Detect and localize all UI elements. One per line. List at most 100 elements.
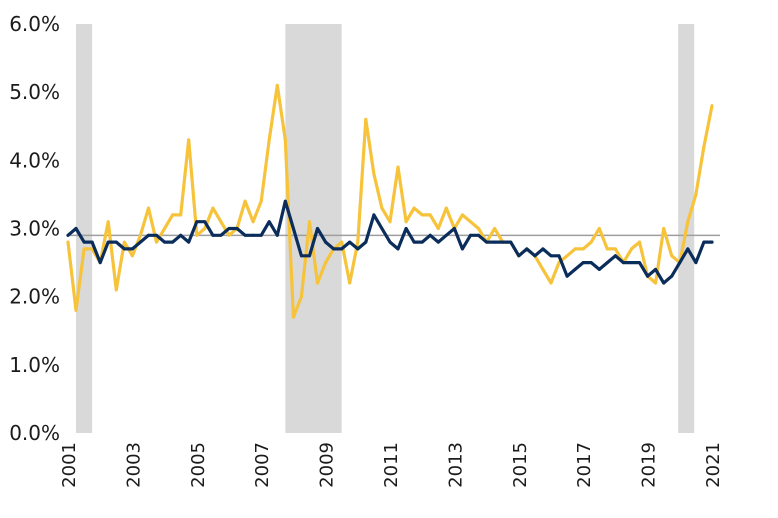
series-2-point [275, 233, 279, 237]
series-1-point [460, 213, 464, 217]
series-2-point [348, 240, 352, 244]
series-1-point [308, 220, 311, 224]
series-2-point [662, 281, 666, 285]
recession-band-1 [76, 24, 93, 433]
series-2-point [420, 240, 424, 244]
y-tick-label: 4.0% [9, 148, 60, 172]
series-2-point [694, 261, 698, 265]
series-2-point [147, 233, 150, 237]
series-1 [66, 83, 714, 319]
series-2-point [605, 261, 609, 265]
series-2-point [501, 240, 505, 244]
recession-shading [76, 24, 695, 433]
series-2-point [654, 267, 658, 271]
series-2-point [686, 247, 690, 251]
series-2-point [525, 247, 529, 251]
series-1-point [710, 104, 714, 108]
series-2-point [179, 233, 183, 237]
series-1-point [171, 213, 175, 217]
series-2-point [66, 233, 70, 237]
series-2-point [581, 261, 585, 265]
x-tick-label: 2003 [123, 442, 144, 488]
series-2-point [533, 254, 537, 258]
series-2-point [114, 240, 118, 244]
series-2-point [412, 240, 416, 244]
y-tick-label: 2.0% [9, 285, 60, 309]
series-1-point [299, 295, 303, 299]
series-1-point [259, 199, 263, 203]
series-2-point [452, 227, 456, 230]
series-2-point [98, 261, 102, 265]
y-axis-ticks: 0.0% 1.0% 2.0% 3.0% 4.0% 5.0% 6.0% [9, 12, 60, 445]
series-1-point [155, 240, 158, 244]
series-2-point [444, 233, 448, 237]
series-1-point [163, 227, 167, 230]
series-2-point [187, 240, 191, 244]
series-2-point [364, 240, 368, 244]
x-tick-label: 2009 [317, 442, 338, 488]
series-1-point [130, 254, 134, 258]
series-2 [66, 199, 714, 285]
series-2-point [138, 240, 142, 244]
series-1-point [436, 227, 440, 230]
series-1-point [195, 233, 199, 237]
series-2-point [211, 233, 215, 237]
series-1-point [654, 281, 658, 285]
series-1-point [380, 206, 384, 210]
series-1-point [549, 281, 553, 285]
series-1-point [702, 145, 706, 149]
series-1-point [356, 240, 360, 244]
series-2-point [259, 233, 263, 237]
series-2-point [573, 267, 577, 271]
y-tick-label: 1.0% [9, 353, 60, 377]
series-2-point [565, 274, 569, 278]
series-2-point [243, 233, 247, 237]
series-1-point [662, 227, 666, 230]
series-1-point [340, 240, 344, 244]
series-1-point [211, 206, 215, 210]
series-1-point [412, 206, 416, 210]
series-1-point [444, 206, 448, 210]
series-2-point [74, 227, 78, 230]
series-1-point [469, 220, 472, 224]
series-2-point [702, 240, 706, 244]
series-1-point [324, 261, 328, 265]
series-1-point [630, 247, 633, 251]
series-2-point [517, 254, 521, 258]
series-1-point [147, 206, 150, 210]
series-1-point [227, 233, 231, 237]
y-tick-label: 3.0% [9, 217, 60, 241]
series-2-point [509, 240, 513, 244]
series-2-point [308, 254, 311, 258]
series-2-point [82, 240, 86, 244]
x-tick-label: 2005 [188, 442, 209, 488]
series-1-point [493, 227, 497, 230]
series-1-point [613, 247, 617, 251]
series-1-point [82, 247, 86, 251]
series-2-point [678, 261, 682, 265]
x-tick-label: 2013 [445, 442, 466, 488]
series-1-point [670, 254, 674, 258]
series-2-point [291, 227, 295, 230]
series-1-point [219, 220, 223, 224]
x-tick-label: 2007 [252, 442, 273, 488]
x-tick-label: 2001 [59, 442, 80, 488]
series-2-point [227, 227, 231, 230]
series-2-point [203, 220, 207, 224]
series-1-point [243, 199, 247, 203]
series-2-point [428, 233, 432, 237]
series-1-point [364, 117, 368, 121]
series-2-point [219, 233, 223, 237]
series-1-point [348, 281, 352, 285]
series-2-point [638, 261, 641, 265]
series-2-point [436, 240, 440, 244]
series-2-point [324, 240, 328, 244]
series-2-point [469, 233, 472, 237]
series-1-point [187, 138, 191, 142]
x-tick-label: 2015 [510, 442, 531, 488]
series-2-point [541, 247, 545, 251]
x-tick-label: 2019 [639, 442, 660, 488]
y-tick-label: 5.0% [9, 80, 60, 104]
